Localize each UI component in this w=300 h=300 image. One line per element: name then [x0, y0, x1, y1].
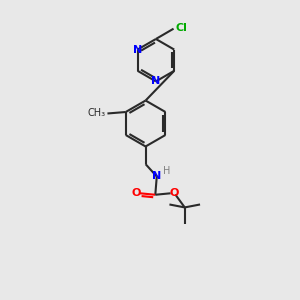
Text: N: N [151, 76, 160, 86]
Text: N: N [152, 172, 161, 182]
Text: CH₃: CH₃ [88, 109, 106, 118]
Text: H: H [163, 166, 170, 176]
Text: O: O [170, 188, 179, 198]
Text: N: N [133, 45, 142, 55]
Text: O: O [131, 188, 141, 198]
Text: Cl: Cl [175, 23, 187, 33]
